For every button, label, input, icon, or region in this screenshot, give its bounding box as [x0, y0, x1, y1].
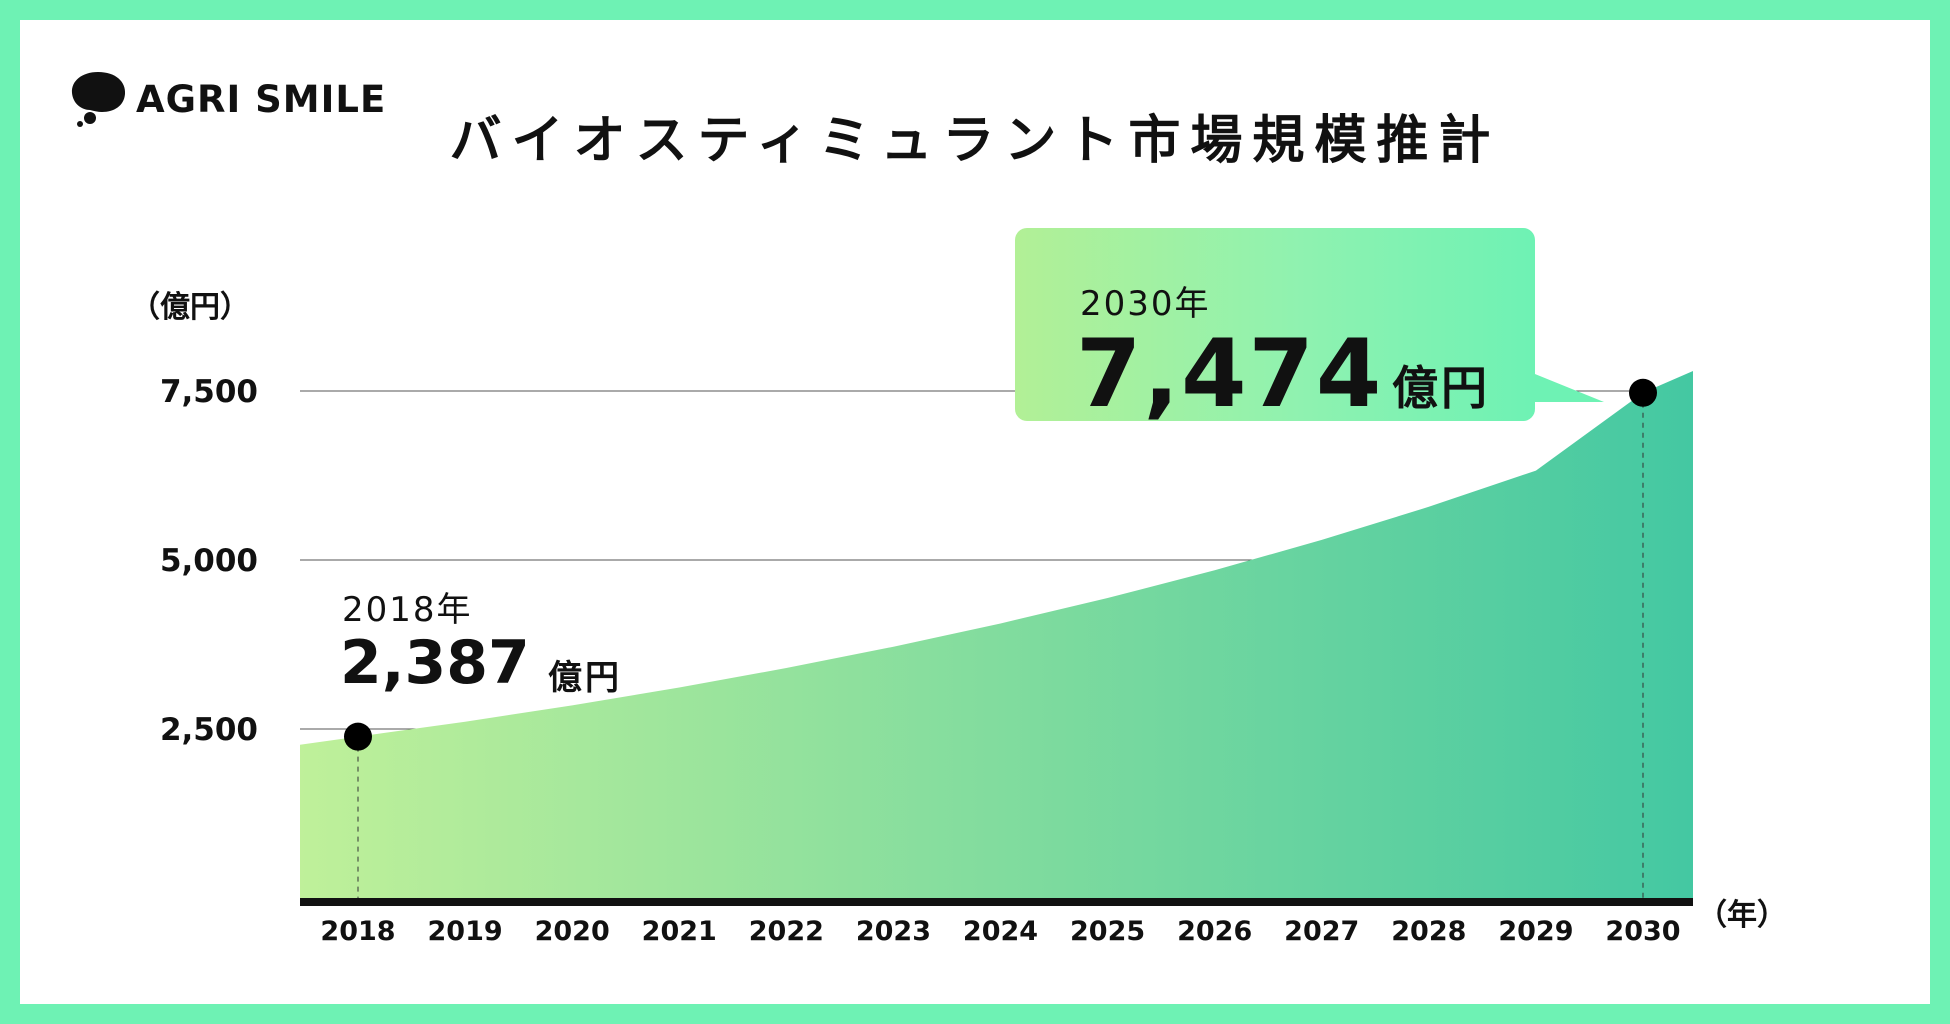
y-axis-labels: 2,500 5,000 7,500	[160, 374, 258, 748]
y-axis-unit: （億円）	[130, 290, 250, 325]
x-axis-baseline	[300, 898, 1693, 906]
data-markers	[344, 378, 1657, 898]
brand-name: AGRI SMILE	[136, 77, 387, 121]
annotation-2018-unit: 億円	[548, 658, 622, 698]
annotation-2018-year: 2018年	[342, 590, 473, 630]
annotation-2018-value: 2,387	[340, 628, 530, 698]
callout-tail	[1530, 372, 1604, 402]
brand-logo: AGRI SMILE	[68, 68, 386, 130]
x-tick-label: 2028	[1391, 916, 1466, 947]
annotation-2030-unit: 億円	[1392, 361, 1490, 415]
y-tick-label: 7,500	[160, 374, 258, 410]
x-tick-label: 2019	[428, 916, 503, 947]
x-tick-label: 2020	[535, 916, 610, 947]
x-tick-label: 2026	[1177, 916, 1252, 947]
x-tick-label: 2025	[1070, 916, 1145, 947]
x-axis-unit: （年）	[1697, 898, 1787, 933]
data-point-marker	[1629, 378, 1657, 407]
x-tick-label: 2024	[963, 916, 1038, 947]
annotation-2030-value: 7,474	[1076, 320, 1384, 429]
y-tick-label: 5,000	[160, 543, 258, 579]
x-tick-label: 2023	[856, 916, 931, 947]
x-tick-label: 2022	[749, 916, 824, 947]
x-tick-label: 2030	[1605, 916, 1680, 947]
chart-title: バイオスティミュラント市場規模推計	[449, 111, 1501, 171]
callout-2030	[1015, 228, 1535, 421]
x-tick-label: 2021	[642, 916, 717, 947]
area-series	[300, 370, 1693, 898]
x-axis-labels: 2018 2019 2020 2021 2022 2023 2024 2025 2026 2027…	[320, 916, 1680, 947]
y-tick-label: 2,500	[160, 712, 258, 748]
x-tick-label: 2029	[1498, 916, 1573, 947]
x-tick-label: 2027	[1284, 916, 1359, 947]
data-point-marker	[344, 722, 372, 751]
x-tick-label: 2018	[320, 916, 395, 947]
annotation-2030-year: 2030年	[1080, 284, 1211, 324]
leaf-logo-icon	[71, 72, 126, 127]
